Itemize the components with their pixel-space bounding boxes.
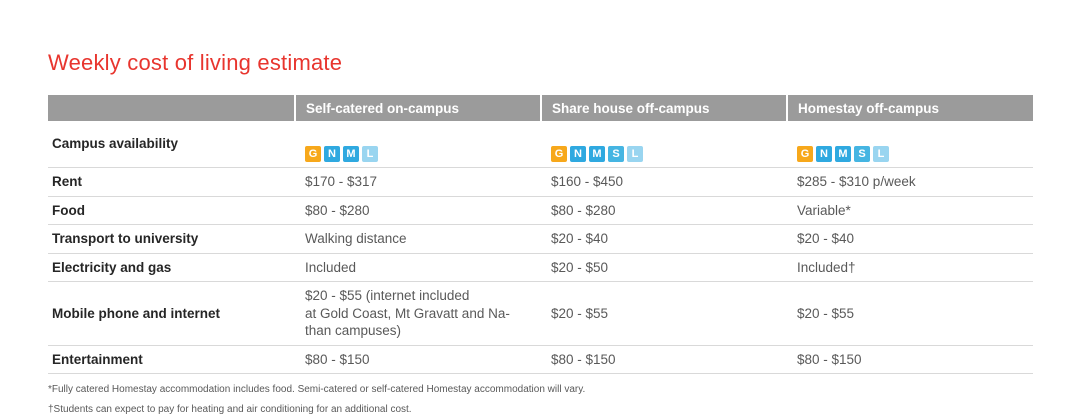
- row-label-campus-availability: Campus availability: [48, 121, 295, 169]
- table-row-mobile-internet: Mobile phone and internet $20 - $55 (int…: [48, 281, 1033, 346]
- campus-badge-nathan: N: [816, 146, 832, 163]
- entertainment-share-house: $80 - $150: [541, 345, 787, 375]
- campus-badge-nathan: N: [570, 146, 586, 163]
- header-cell-self-catered: Self-catered on-campus: [294, 95, 541, 121]
- campus-availability-cell-self-catered: G N M L: [295, 121, 541, 169]
- rent-homestay: $285 - $310 p/week: [787, 167, 1033, 197]
- mobile-share-house: $20 - $55: [541, 281, 787, 346]
- row-label-rent: Rent: [48, 167, 295, 197]
- campus-badge-nathan: N: [324, 146, 340, 163]
- campus-badge-mt-gravatt: M: [835, 146, 851, 163]
- rent-self-catered: $170 - $317: [295, 167, 541, 197]
- campus-badge-group: G N M L: [305, 146, 378, 163]
- row-label-entertainment: Entertainment: [48, 345, 295, 375]
- table-header-row: Self-catered on-campus Share house off-c…: [48, 95, 1033, 121]
- row-label-food: Food: [48, 196, 295, 226]
- entertainment-homestay: $80 - $150: [787, 345, 1033, 375]
- campus-badge-south-bank: S: [854, 146, 870, 163]
- header-cell-homestay: Homestay off-campus: [786, 95, 1033, 121]
- transport-share-house: $20 - $40: [541, 224, 787, 254]
- campus-badge-gold-coast: G: [797, 146, 813, 163]
- food-homestay: Variable*: [787, 196, 1033, 226]
- campus-availability-row: Campus availability G N M L G N M S: [48, 121, 1033, 169]
- electricity-share-house: $20 - $50: [541, 253, 787, 283]
- campus-badge-group: G N M S L: [797, 146, 889, 163]
- campus-badge-mt-gravatt: M: [589, 146, 605, 163]
- food-self-catered: $80 - $280: [295, 196, 541, 226]
- table-row-rent: Rent $170 - $317 $160 - $450 $285 - $310…: [48, 167, 1033, 197]
- row-label-mobile-internet: Mobile phone and internet: [48, 281, 295, 346]
- campus-badge-logan: L: [362, 146, 378, 163]
- campus-badge-group: G N M S L: [551, 146, 643, 163]
- transport-homestay: $20 - $40: [787, 224, 1033, 254]
- campus-badge-logan: L: [627, 146, 643, 163]
- campus-availability-cell-homestay: G N M S L: [787, 121, 1033, 169]
- entertainment-self-catered: $80 - $150: [295, 345, 541, 375]
- campus-badge-south-bank: S: [608, 146, 624, 163]
- footnote-heating-cost: †Students can expect to pay for heating …: [48, 404, 412, 416]
- mobile-self-catered: $20 - $55 (internet included at Gold Coa…: [295, 281, 541, 346]
- electricity-homestay: Included†: [787, 253, 1033, 283]
- campus-badge-logan: L: [873, 146, 889, 163]
- table-row-entertainment: Entertainment $80 - $150 $80 - $150 $80 …: [48, 345, 1033, 375]
- header-cell-share-house: Share house off-campus: [540, 95, 787, 121]
- table-row-transport: Transport to university Walking distance…: [48, 224, 1033, 254]
- table-row-food: Food $80 - $280 $80 - $280 Variable*: [48, 196, 1033, 226]
- page-title: Weekly cost of living estimate: [48, 50, 343, 75]
- transport-self-catered: Walking distance: [295, 224, 541, 254]
- mobile-homestay: $20 - $55: [787, 281, 1033, 346]
- campus-availability-cell-share-house: G N M S L: [541, 121, 787, 169]
- row-label-electricity: Electricity and gas: [48, 253, 295, 283]
- header-cell-blank: [48, 95, 295, 121]
- campus-badge-mt-gravatt: M: [343, 146, 359, 163]
- row-label-transport: Transport to university: [48, 224, 295, 254]
- campus-badge-gold-coast: G: [551, 146, 567, 163]
- footnotes: *Fully catered Homestay accommodation in…: [48, 383, 1032, 416]
- campus-badge-gold-coast: G: [305, 146, 321, 163]
- cost-of-living-table: Self-catered on-campus Share house off-c…: [48, 95, 1033, 375]
- food-share-house: $80 - $280: [541, 196, 787, 226]
- footnote-homestay-food: *Fully catered Homestay accommodation in…: [48, 384, 586, 396]
- table-row-electricity: Electricity and gas Included $20 - $50 I…: [48, 253, 1033, 283]
- rent-share-house: $160 - $450: [541, 167, 787, 197]
- electricity-self-catered: Included: [295, 253, 541, 283]
